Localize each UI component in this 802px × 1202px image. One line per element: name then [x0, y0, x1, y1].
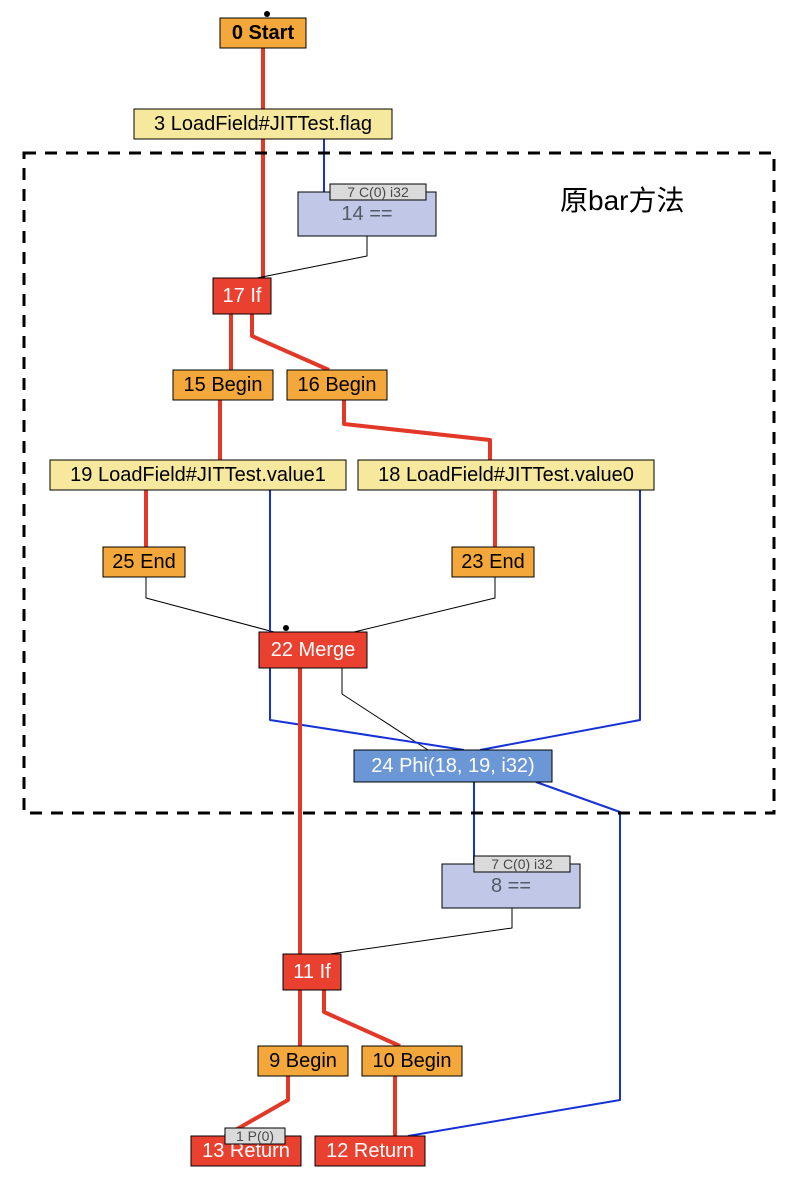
node-label: 17 If: [223, 285, 262, 307]
node-n23: 23 End: [452, 547, 534, 577]
node-n18: 18 LoadField#JITTest.value0: [358, 460, 654, 490]
node-n15: 15 Begin: [173, 370, 273, 400]
node-n22: 22 Merge: [259, 632, 367, 668]
node-label: 15 Begin: [184, 374, 263, 396]
node-n12: 12 Return: [315, 1136, 425, 1166]
node-label: 0 Start: [232, 22, 295, 44]
entry-dot: [283, 625, 289, 631]
node-label: 1 P(0): [236, 1128, 274, 1144]
node-label: 25 End: [112, 551, 175, 573]
node-n13b: 1 P(0): [225, 1128, 285, 1144]
node-label: 22 Merge: [271, 639, 356, 661]
node-n19: 19 LoadField#JITTest.value1: [50, 460, 346, 490]
node-label: 3 LoadField#JITTest.flag: [154, 113, 372, 135]
node-n9: 9 Begin: [258, 1046, 348, 1076]
node-label: 14 ==: [341, 203, 392, 225]
node-label: 16 Begin: [298, 374, 377, 396]
node-label: 23 End: [461, 551, 524, 573]
node-n10: 10 Begin: [362, 1046, 462, 1076]
node-label: 9 Begin: [269, 1050, 337, 1072]
node-n11: 11 If: [283, 954, 341, 990]
node-label: 19 LoadField#JITTest.value1: [70, 464, 326, 486]
node-n0: 0 Start: [220, 18, 306, 48]
node-label: 8 ==: [491, 875, 531, 897]
node-n16: 16 Begin: [287, 370, 387, 400]
node-n17: 17 If: [213, 278, 271, 314]
node-label: 11 If: [293, 961, 331, 983]
node-label: 10 Begin: [373, 1050, 452, 1072]
node-n8b: 7 C(0) i32: [474, 856, 570, 872]
node-n25: 25 End: [103, 547, 185, 577]
compiler-graph: 原bar方法 0 Start 3 LoadField#JITTest.flag 14 …: [0, 0, 802, 1202]
node-label: 24 Phi(18, 19, i32): [371, 755, 534, 777]
node-label: 7 C(0) i32: [491, 856, 553, 872]
entry-dot: [264, 11, 270, 17]
region-label: 原bar方法: [560, 185, 684, 216]
node-label: 12 Return: [326, 1140, 414, 1162]
node-n24: 24 Phi(18, 19, i32): [354, 750, 552, 782]
node-label: 18 LoadField#JITTest.value0: [378, 464, 634, 486]
node-label: 7 C(0) i32: [347, 184, 409, 200]
node-n14b: 7 C(0) i32: [330, 184, 426, 200]
node-n3: 3 LoadField#JITTest.flag: [134, 109, 392, 139]
